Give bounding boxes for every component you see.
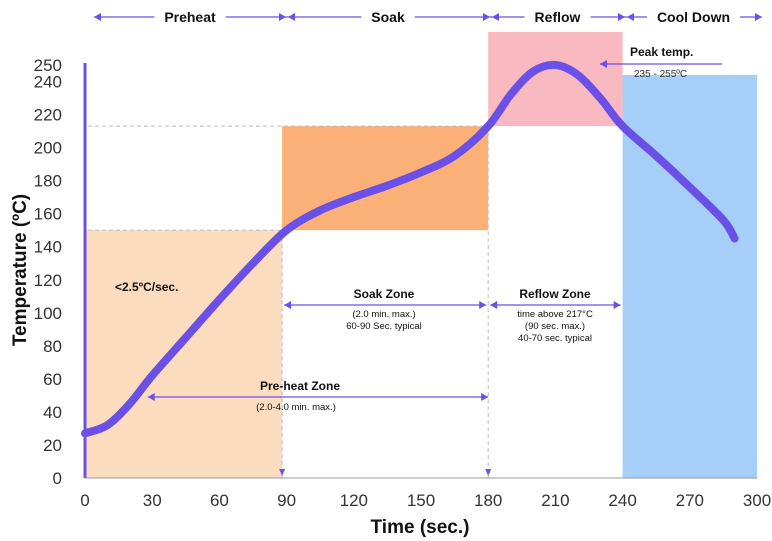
- reflow-zone-note-2: (90 sec. max.): [525, 321, 585, 332]
- y-tick-label: 80: [43, 337, 62, 356]
- x-tick-label: 90: [277, 491, 296, 510]
- series-layer: [81, 60, 739, 438]
- arrowhead: [94, 13, 101, 21]
- ramp-rate-label: <2.5ºC/sec.: [115, 280, 178, 294]
- arrowhead: [279, 13, 286, 21]
- arrowhead: [284, 301, 292, 309]
- y-axis-title: Temperature (ºC): [10, 194, 31, 346]
- x-tick-label: 30: [143, 491, 162, 510]
- reflow-zone-rect: [488, 31, 623, 127]
- y-tick-label: 200: [34, 139, 62, 158]
- preheat-zone-title: Pre-heat Zone: [260, 379, 340, 393]
- arrowhead: [618, 13, 625, 21]
- arrowhead: [479, 301, 487, 309]
- peak-temp-label: Peak temp.: [630, 45, 693, 59]
- reflow-zone-note-1: time above 217°C: [517, 309, 593, 320]
- arrowhead: [600, 60, 607, 68]
- axes: [83, 63, 757, 479]
- arrowhead: [483, 13, 490, 21]
- zone-regions: [85, 31, 757, 479]
- temperature-profile-line-0: [81, 60, 739, 438]
- y-tick-label: 0: [53, 469, 62, 488]
- phase-label: Preheat: [164, 9, 216, 25]
- y-tick-label: 20: [43, 436, 62, 455]
- y-tick-label: 140: [34, 238, 62, 257]
- arrowhead: [613, 301, 621, 309]
- phase-header: Preheat Soak Reflow Cool Down: [94, 9, 762, 25]
- soak-zone-note-2: 60-90 Sec. typical: [346, 321, 422, 332]
- reference-lines: [88, 125, 489, 478]
- axis-marker-arrow: [485, 469, 492, 476]
- phase-label: Reflow: [535, 9, 581, 25]
- reflow-zone-note-3: 40-70 sec. typical: [518, 333, 592, 344]
- y-tick-label: 60: [43, 370, 62, 389]
- reflow-zone-title: Reflow Zone: [519, 287, 591, 301]
- y-tick-label: 120: [34, 271, 62, 290]
- y-tick-label: 40: [43, 403, 62, 422]
- y-tick-label: 250: [34, 56, 62, 75]
- preheat-zone-note: (2.0-4.0 min. max.): [256, 402, 336, 413]
- zone-arrows: [147, 60, 722, 476]
- soak-zone-title: Soak Zone: [354, 287, 415, 301]
- y-tick-label: 160: [34, 205, 62, 224]
- x-tick-label: 60: [210, 491, 229, 510]
- x-tick-label: 180: [474, 491, 502, 510]
- x-tick-label: 300: [743, 491, 771, 510]
- arrowhead: [490, 301, 498, 309]
- x-tick-label: 210: [541, 491, 569, 510]
- arrowhead: [627, 13, 634, 21]
- x-tick-label: 270: [676, 491, 704, 510]
- x-tick-label: 120: [340, 491, 368, 510]
- x-axis-title: Time (sec.): [371, 517, 470, 538]
- y-tick-label: 220: [34, 106, 62, 125]
- arrowhead: [492, 13, 499, 21]
- phase-label: Cool Down: [657, 9, 730, 25]
- phase-label: Soak: [371, 9, 405, 25]
- cool-down-zone-rect: [622, 74, 757, 479]
- x-tick-labels: 0 30 60 90 120 150 180 210 240 270 300: [80, 491, 771, 510]
- x-tick-label: 150: [407, 491, 435, 510]
- arrowhead: [288, 13, 295, 21]
- x-tick-label: 0: [80, 491, 89, 510]
- y-tick-label: 240: [34, 73, 62, 92]
- y-tick-label: 100: [34, 304, 62, 323]
- arrowhead: [755, 13, 762, 21]
- arrowhead: [481, 393, 489, 401]
- y-tick-label: 180: [34, 172, 62, 191]
- axis-marker-arrow: [279, 469, 286, 476]
- peak-temp-range: 235 - 255ºC: [634, 69, 687, 80]
- x-tick-label: 240: [608, 491, 636, 510]
- arrowhead: [147, 393, 155, 401]
- soak-zone-note-1: (2.0 min. max.): [352, 309, 415, 320]
